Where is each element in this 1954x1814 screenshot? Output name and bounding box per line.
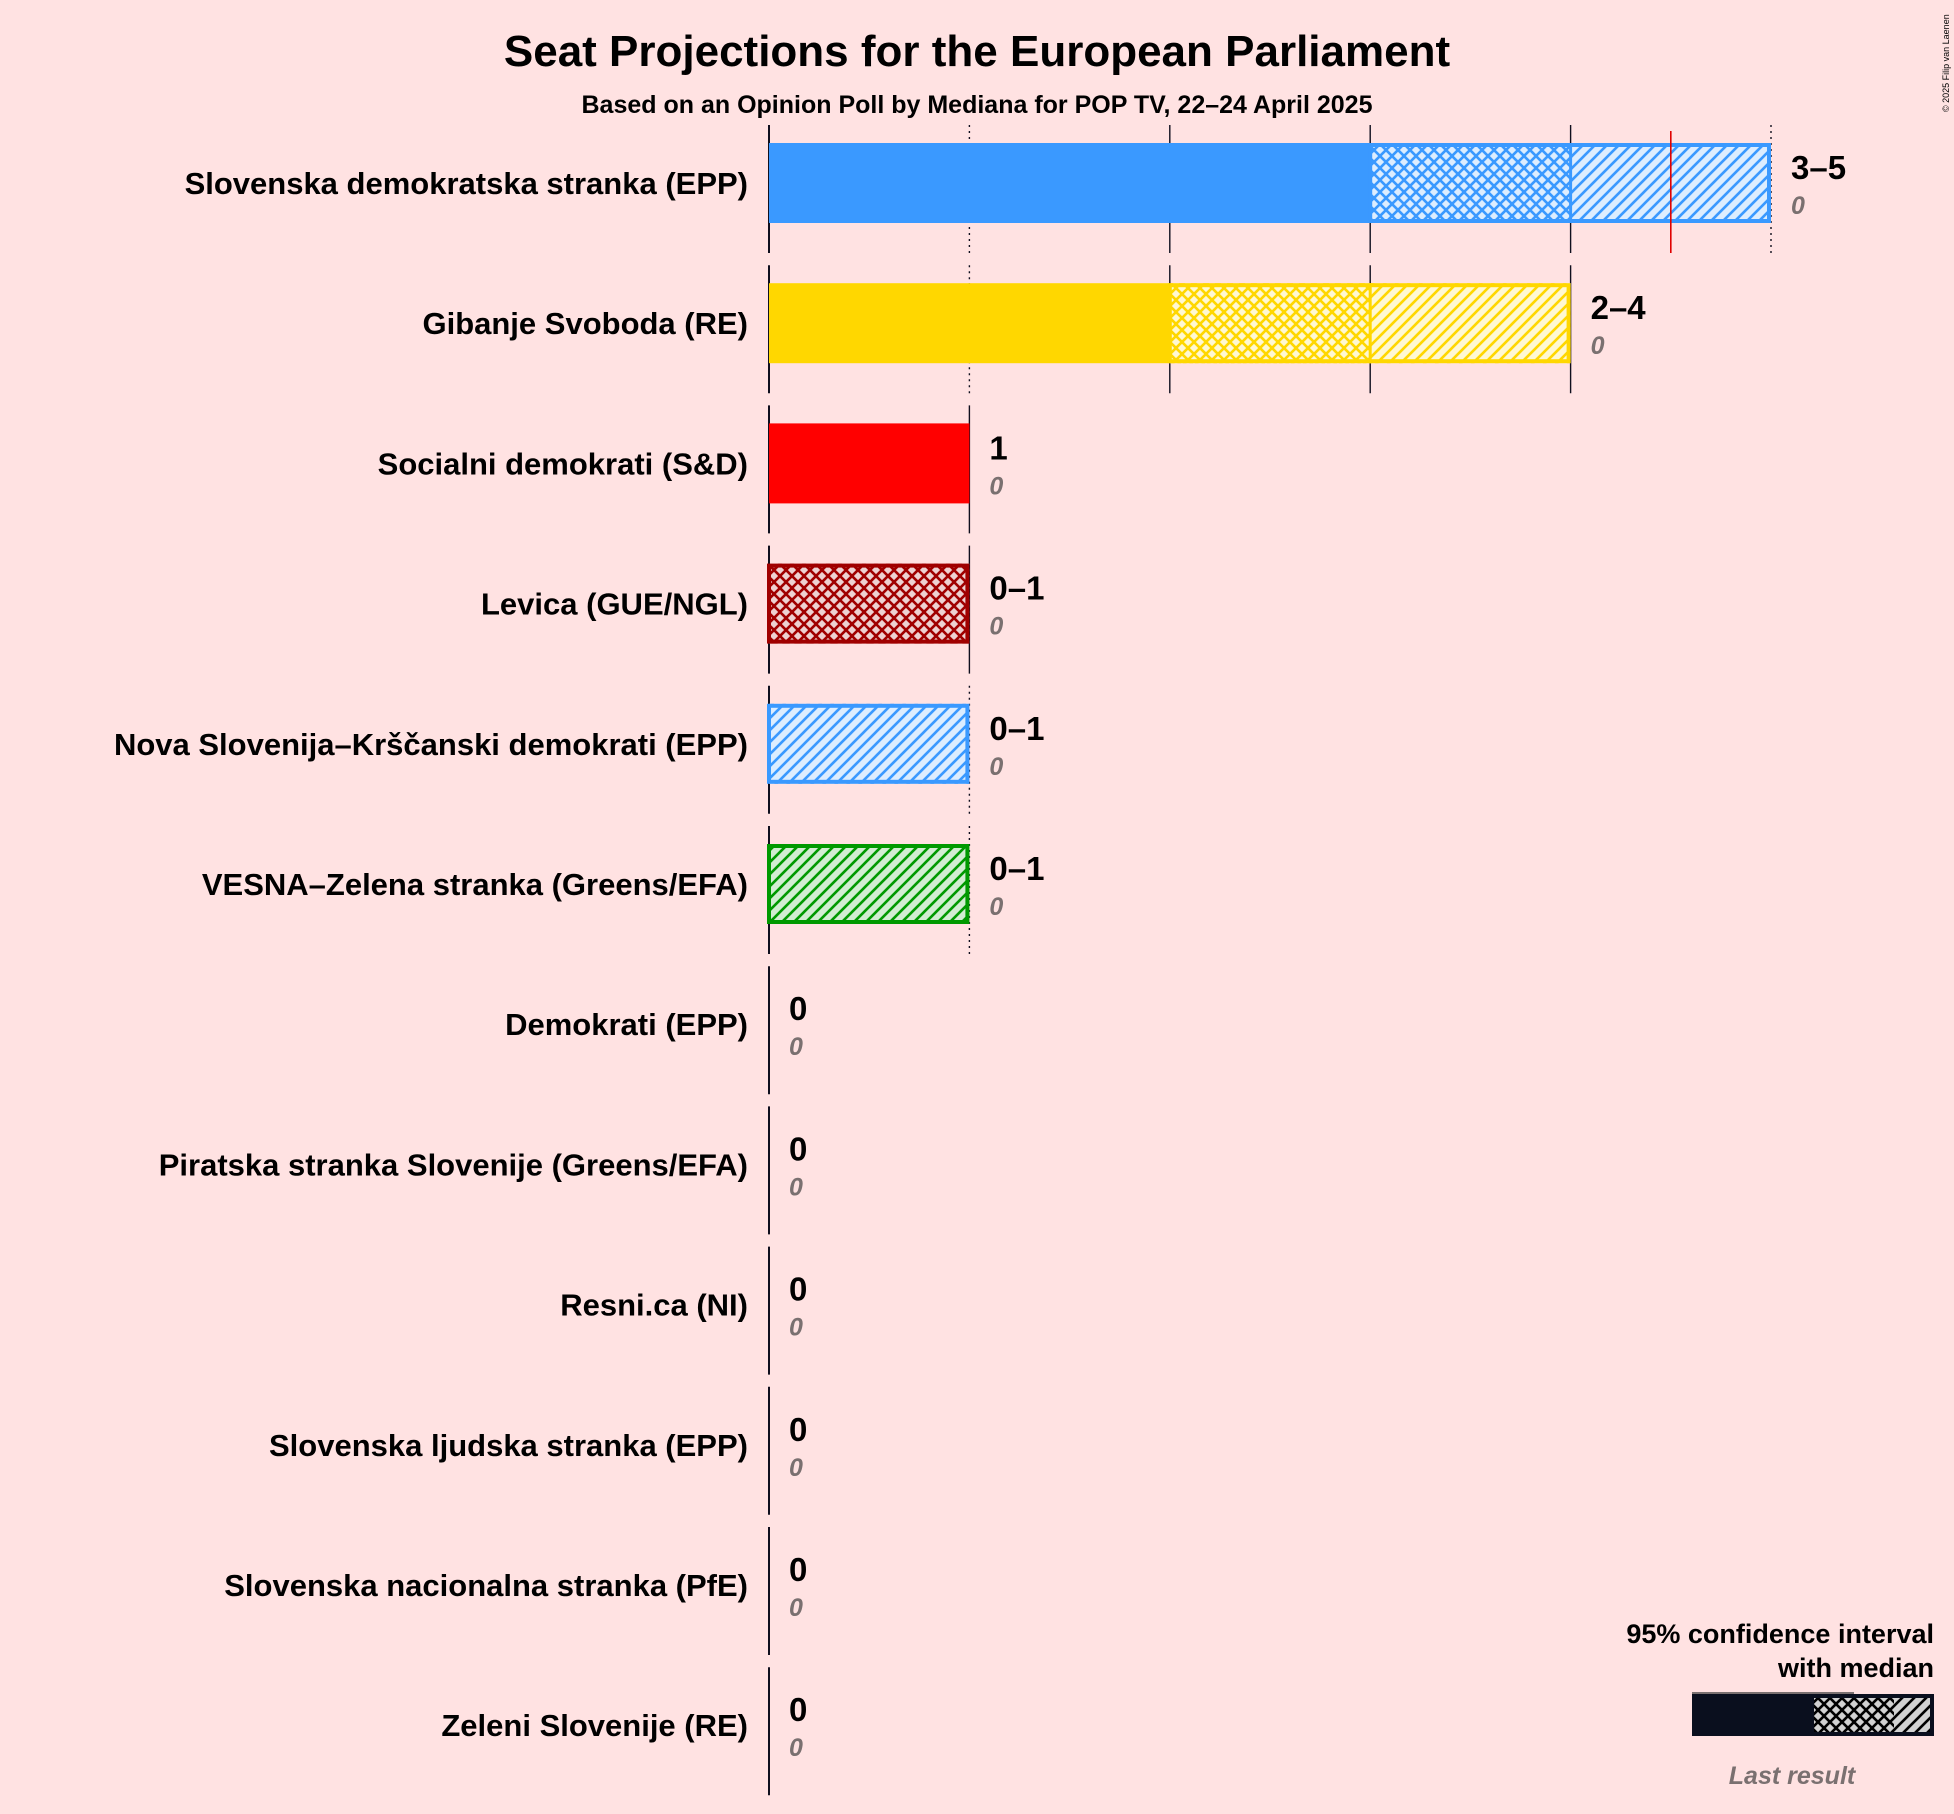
legend-ci-label: 95% confidence interval <box>1626 1619 1934 1649</box>
party-row: Socialni demokrati (S&D) 1 0 <box>378 405 1008 534</box>
party-label: Slovenska demokratska stranka (EPP) <box>185 166 748 201</box>
last-result-label: 0 <box>789 1734 803 1762</box>
bar-crosshatch-segment <box>1370 143 1571 223</box>
last-result-label: 0 <box>1791 192 1805 220</box>
party-row: Levica (GUE/NGL) 0–1 0 <box>481 545 1044 674</box>
legend-hatch-sample <box>1894 1694 1934 1736</box>
party-label: Resni.ca (NI) <box>560 1288 748 1323</box>
bar-crosshatch-segment <box>769 563 970 644</box>
last-result-label: 0 <box>1591 332 1605 360</box>
bar-hatch-segment <box>1370 283 1571 364</box>
seat-range-label: 0–1 <box>989 850 1044 887</box>
last-result-label: 0 <box>789 1033 803 1061</box>
seat-range-label: 0–1 <box>989 710 1044 747</box>
chart-subtitle: Based on an Opinion Poll by Mediana for … <box>582 91 1373 119</box>
legend-outline <box>1692 1694 1934 1736</box>
party-row: Slovenska ljudska stranka (EPP) 0 0 <box>269 1386 807 1515</box>
party-rows: Slovenska demokratska stranka (EPP) 3–50G… <box>114 125 1846 1796</box>
party-label: VESNA–Zelena stranka (Greens/EFA) <box>202 867 748 902</box>
seat-range-label: 0 <box>789 1411 807 1448</box>
legend-crosshatch-sample <box>1814 1694 1894 1736</box>
bar-outline <box>767 703 970 784</box>
seat-range-label: 2–4 <box>1591 289 1647 326</box>
bar-solid-segment <box>769 143 1371 223</box>
seat-range-label: 0 <box>789 1130 807 1167</box>
party-label: Gibanje Svoboda (RE) <box>422 306 748 341</box>
seat-range-label: 0 <box>789 1551 807 1588</box>
party-label: Socialni demokrati (S&D) <box>378 446 748 481</box>
seat-range-label: 0 <box>789 1691 807 1728</box>
bar-hatch-segment <box>769 703 970 784</box>
party-label: Levica (GUE/NGL) <box>481 587 748 622</box>
copyright-notice: © 2025 Filip van Laenen <box>1941 14 1951 112</box>
bar-outline <box>767 844 970 924</box>
bar-solid-segment <box>769 283 1170 364</box>
party-label: Piratska stranka Slovenije (Greens/EFA) <box>159 1147 748 1182</box>
last-result-label: 0 <box>989 893 1003 921</box>
seat-range-label: 1 <box>989 429 1007 466</box>
last-result-label: 0 <box>789 1314 803 1342</box>
seat-range-label: 0 <box>789 990 807 1027</box>
party-label: Zeleni Slovenije (RE) <box>441 1708 748 1743</box>
party-row: Resni.ca (NI) 0 0 <box>560 1246 807 1375</box>
party-row: Zeleni Slovenije (RE) 0 0 <box>441 1667 807 1796</box>
party-row: Slovenska demokratska stranka (EPP) 3–5 0 <box>185 125 1846 253</box>
last-result-label: 0 <box>989 753 1003 781</box>
legend: 95% confidence interval with median Last… <box>1626 1619 1934 1790</box>
party-label: Demokrati (EPP) <box>505 1007 748 1042</box>
party-label: Slovenska nacionalna stranka (PfE) <box>224 1568 748 1603</box>
chart-title: Seat Projections for the European Parlia… <box>504 27 1451 76</box>
party-label: Slovenska ljudska stranka (EPP) <box>269 1428 748 1463</box>
party-row: Demokrati (EPP) 0 0 <box>505 966 807 1095</box>
legend-solid-sample <box>1692 1694 1814 1736</box>
last-result-label: 0 <box>789 1594 803 1622</box>
bar-crosshatch-segment <box>1169 283 1371 364</box>
party-row: Nova Slovenija–Krščanski demokrati (EPP)… <box>114 685 1044 814</box>
party-label: Nova Slovenija–Krščanski demokrati (EPP) <box>114 727 748 762</box>
legend-median-label: with median <box>1777 1653 1934 1683</box>
last-result-label: 0 <box>789 1173 803 1201</box>
party-row: Piratska stranka Slovenije (Greens/EFA) 0… <box>159 1106 807 1235</box>
bar-hatch-segment <box>769 844 970 924</box>
legend-bar-sample <box>1692 1692 1934 1736</box>
last-result-label: 0 <box>789 1454 803 1482</box>
last-result-label: 0 <box>989 613 1003 641</box>
party-row: Slovenska nacionalna stranka (PfE) 0 0 <box>224 1527 807 1655</box>
party-row: Gibanje Svoboda (RE) 2–4 0 <box>422 265 1647 394</box>
bar-outline <box>767 563 970 644</box>
legend-last-result-label: Last result <box>1729 1762 1857 1790</box>
bar-solid-segment <box>769 423 970 504</box>
seat-range-label: 0 <box>789 1271 807 1308</box>
last-result-label: 0 <box>989 472 1003 500</box>
seat-range-label: 3–5 <box>1791 149 1846 186</box>
party-row: VESNA–Zelena stranka (Greens/EFA) 0–1 0 <box>202 826 1044 954</box>
seat-range-label: 0–1 <box>989 570 1044 607</box>
